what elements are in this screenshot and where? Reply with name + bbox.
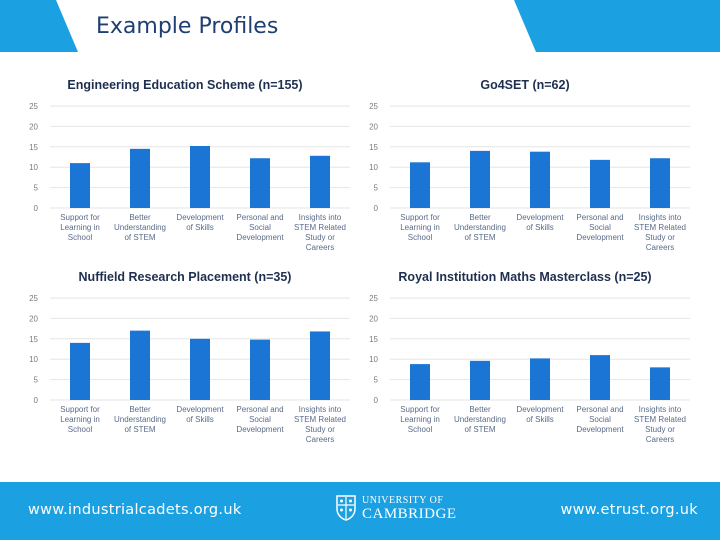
bar <box>410 364 430 400</box>
y-tick-label: 20 <box>29 314 38 323</box>
bar <box>190 338 210 400</box>
bar <box>530 151 550 208</box>
y-tick-label: 0 <box>34 396 39 405</box>
chart-2-svg: Nuffield Research Placement (n=35) 0 5 10 15… <box>29 270 350 444</box>
category-label: Support for Learning in School <box>60 405 100 434</box>
category-label: Better Understanding of STEM <box>114 213 166 242</box>
y-tick-label: 0 <box>374 396 379 405</box>
bar <box>130 330 150 400</box>
y-tick-label: 25 <box>369 294 378 303</box>
slide-title: Example Profiles <box>96 14 279 39</box>
crest-icon <box>336 495 356 521</box>
category-label: Insights into STEM Related Study or Careers <box>634 405 686 444</box>
y-tick-label: 15 <box>29 335 38 344</box>
bar <box>470 150 490 208</box>
chart-title: Royal Institution Maths Masterclass (n=2… <box>398 270 651 284</box>
bar <box>310 155 330 208</box>
logo-text-cambridge: CAMBRIDGE <box>362 506 457 522</box>
category-label: Better Understanding of STEM <box>114 405 166 434</box>
y-tick-label: 5 <box>374 376 379 385</box>
category-label: Development of Skills <box>516 405 564 424</box>
footer-link-etrust[interactable]: www.etrust.org.uk <box>560 502 698 518</box>
chart-title: Engineering Education Scheme (n=155) <box>67 78 302 92</box>
y-tick-label: 25 <box>29 294 38 303</box>
chart-royal-institution-maths-masterclass: Royal Institution Maths Masterclass (n=2… <box>360 266 700 450</box>
category-label: Personal and Social Development <box>576 405 624 434</box>
chart-engineering-education-scheme: Engineering Education Scheme (n=155) 0 5 10… <box>20 74 360 258</box>
bar <box>590 159 610 208</box>
chart-title: Nuffield Research Placement (n=35) <box>79 270 292 284</box>
bar <box>650 158 670 208</box>
category-label: Development of Skills <box>176 213 224 232</box>
y-tick-label: 10 <box>369 355 378 364</box>
chart-0-svg: Engineering Education Scheme (n=155) 0 5 10… <box>29 78 350 252</box>
category-label: Insights into STEM Related Study or Careers <box>634 213 686 252</box>
y-tick-label: 25 <box>369 102 378 111</box>
bar <box>70 342 90 400</box>
header-accent-left <box>0 0 78 52</box>
bar <box>70 163 90 208</box>
chart-title: Go4SET (n=62) <box>480 78 569 92</box>
category-label: Insights into STEM Related Study or Careers <box>294 405 346 444</box>
bar <box>410 162 430 208</box>
university-logo: UNIVERSITY OF CAMBRIDGE <box>336 493 456 529</box>
chart-go4set: Go4SET (n=62) 0 5 10 15 20 25 Support for Learni… <box>360 74 700 258</box>
y-tick-label: 25 <box>29 102 38 111</box>
y-tick-label: 10 <box>29 355 38 364</box>
bar <box>530 358 550 400</box>
y-tick-label: 5 <box>374 184 379 193</box>
bar <box>310 331 330 400</box>
footer-bar: www.industrialcadets.org.uk UNIVERSITY O… <box>0 482 720 540</box>
category-label: Support for Learning in School <box>400 213 440 242</box>
y-tick-label: 5 <box>34 376 39 385</box>
bar <box>130 148 150 208</box>
category-label: Better Understanding of STEM <box>454 405 506 434</box>
category-label: Better Understanding of STEM <box>454 213 506 242</box>
bar <box>650 367 670 400</box>
category-label: Development of Skills <box>176 405 224 424</box>
category-label: Support for Learning in School <box>400 405 440 434</box>
category-label: Support for Learning in School <box>60 213 100 242</box>
footer-link-industrialcadets[interactable]: www.industrialcadets.org.uk <box>28 502 242 518</box>
category-label: Personal and Social Development <box>576 213 624 242</box>
y-tick-label: 20 <box>369 314 378 323</box>
chart-1-svg: Go4SET (n=62) 0 5 10 15 20 25 Support for Learni… <box>369 78 690 252</box>
y-tick-label: 15 <box>369 143 378 152</box>
y-tick-label: 0 <box>374 204 379 213</box>
y-tick-label: 20 <box>369 122 378 131</box>
y-tick-label: 10 <box>29 163 38 172</box>
bar <box>250 339 270 400</box>
y-tick-label: 5 <box>34 184 39 193</box>
category-label: Insights into STEM Related Study or Careers <box>294 213 346 252</box>
category-label: Development of Skills <box>516 213 564 232</box>
y-tick-label: 20 <box>29 122 38 131</box>
header-accent-right <box>514 0 720 52</box>
y-tick-label: 15 <box>29 143 38 152</box>
chart-nuffield-research-placement: Nuffield Research Placement (n=35) 0 5 10 15… <box>20 266 360 450</box>
y-tick-label: 10 <box>369 163 378 172</box>
y-tick-label: 15 <box>369 335 378 344</box>
chart-3-svg: Royal Institution Maths Masterclass (n=2… <box>369 270 690 444</box>
bar <box>470 360 490 400</box>
logo-text-university-of: UNIVERSITY OF <box>362 495 444 506</box>
category-label: Personal and Social Development <box>236 405 284 434</box>
category-label: Personal and Social Development <box>236 213 284 242</box>
bar <box>250 158 270 208</box>
bar <box>190 145 210 208</box>
y-tick-label: 0 <box>34 204 39 213</box>
bar <box>590 355 610 400</box>
